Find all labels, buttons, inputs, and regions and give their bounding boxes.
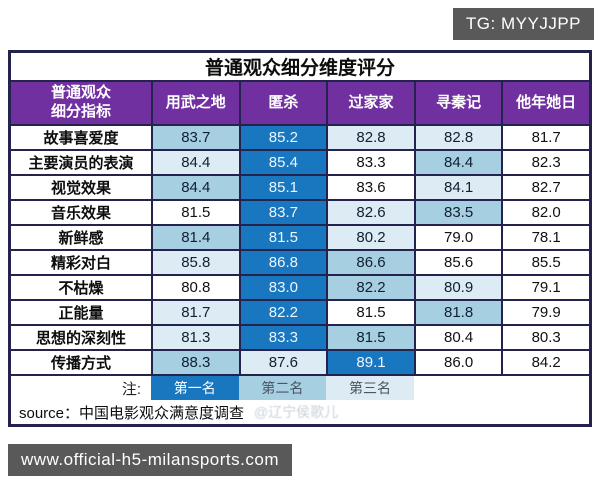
- score-cell: 84.2: [501, 351, 589, 374]
- watermark: @辽宁侯歌儿: [254, 404, 339, 420]
- score-cell: 83.7: [238, 201, 327, 224]
- legend-swatch-rank1: 第一名: [151, 376, 239, 400]
- score-cell: 83.3: [326, 151, 414, 174]
- score-cell: 79.1: [501, 276, 589, 299]
- table-body: 故事喜爱度 83.7 85.2 82.8 82.8 81.7 主要演员的表演 84.4 85.4…: [11, 124, 589, 374]
- score-cell: 82.2: [238, 301, 327, 324]
- score-cell: 82.7: [501, 176, 589, 199]
- table-row: 故事喜爱度 83.7 85.2 82.8 82.8 81.7: [11, 124, 589, 149]
- legend-note-label: 注:: [121, 380, 141, 398]
- score-cell: 83.5: [413, 201, 502, 224]
- source-row: source：中国电影观众满意度调查 @辽宁侯歌儿: [11, 400, 589, 424]
- table-row: 思想的深刻性 81.3 83.3 81.5 80.4 80.3: [11, 324, 589, 349]
- table-row: 音乐效果 81.5 83.7 82.6 83.5 82.0: [11, 199, 589, 224]
- score-cell: 82.8: [413, 126, 502, 149]
- score-cell: 78.1: [501, 226, 589, 249]
- legend-swatch-rank2: 第二名: [238, 376, 327, 400]
- table-row: 不枯燥 80.8 83.0 82.2 80.9 79.1: [11, 274, 589, 299]
- legend-swatch-rank3: 第三名: [326, 376, 414, 400]
- score-cell: 80.8: [151, 276, 239, 299]
- score-cell: 81.8: [413, 301, 502, 324]
- score-cell: 80.4: [413, 326, 502, 349]
- score-cell: 86.6: [326, 251, 414, 274]
- row-label: 故事喜爱度: [43, 130, 119, 147]
- indicator-header-line2: 细分指标: [50, 103, 111, 120]
- score-cell: 82.6: [326, 201, 414, 224]
- movie-header-cell: 用武之地: [151, 82, 239, 124]
- score-cell: 84.4: [151, 151, 239, 174]
- movie-header-cell: 他年她日: [501, 82, 589, 124]
- score-cell: 80.2: [326, 226, 414, 249]
- score-cell: 79.9: [501, 301, 589, 324]
- score-cell: 85.1: [238, 176, 327, 199]
- score-cell: 81.7: [501, 126, 589, 149]
- table-row: 视觉效果 84.4 85.1 83.6 84.1 82.7: [11, 174, 589, 199]
- score-cell: 85.8: [151, 251, 239, 274]
- score-cell: 82.2: [326, 276, 414, 299]
- score-cell: 83.0: [238, 276, 327, 299]
- score-cell: 83.3: [238, 326, 327, 349]
- row-label: 不枯燥: [58, 280, 104, 297]
- movie-header-cell: 匿杀: [238, 82, 327, 124]
- score-cell: 82.0: [501, 201, 589, 224]
- row-label: 音乐效果: [50, 205, 111, 222]
- row-label: 精彩对白: [50, 255, 111, 272]
- score-cell: 84.1: [413, 176, 502, 199]
- table-title: 普通观众细分维度评分: [204, 58, 395, 79]
- legend-spacer: [414, 376, 502, 400]
- table-row: 传播方式 88.3 87.6 89.1 86.0 84.2: [11, 349, 589, 374]
- table-row: 新鲜感 81.4 81.5 80.2 79.0 78.1: [11, 224, 589, 249]
- score-cell: 81.3: [151, 326, 239, 349]
- row-label: 正能量: [58, 305, 104, 322]
- legend-spacer: [501, 376, 589, 400]
- score-cell: 79.0: [413, 226, 502, 249]
- score-cell: 85.6: [413, 251, 502, 274]
- table-row: 主要演员的表演 84.4 85.4 83.3 84.4 82.3: [11, 149, 589, 174]
- score-cell: 80.3: [501, 326, 589, 349]
- score-cell: 84.4: [151, 176, 239, 199]
- table-row: 正能量 81.7 82.2 81.5 81.8 79.9: [11, 299, 589, 324]
- score-cell: 82.8: [326, 126, 414, 149]
- indicator-header-cell: 普通观众 细分指标: [11, 82, 151, 124]
- legend-row: 注: 第一名 第二名 第三名: [11, 374, 589, 400]
- website-badge: www.official-h5-milansports.com: [8, 444, 292, 476]
- score-cell: 88.3: [151, 351, 239, 374]
- rating-table: 普通观众细分维度评分 普通观众 细分指标 用武之地 匿杀 过家家 寻秦记 他年她日 故事…: [8, 50, 592, 427]
- score-cell: 86.8: [238, 251, 327, 274]
- score-cell: 85.2: [238, 126, 327, 149]
- row-label: 主要演员的表演: [28, 155, 134, 172]
- movie-header-cell: 过家家: [326, 82, 414, 124]
- header-row: 普通观众 细分指标 用武之地 匿杀 过家家 寻秦记 他年她日: [11, 80, 589, 124]
- score-cell: 80.9: [413, 276, 502, 299]
- row-label: 视觉效果: [50, 180, 111, 197]
- telegram-badge: TG: MYYJJPP: [452, 8, 594, 40]
- score-cell: 81.5: [151, 201, 239, 224]
- score-cell: 82.3: [501, 151, 589, 174]
- score-cell: 83.7: [151, 126, 239, 149]
- indicator-header-line1: 普通观众: [50, 84, 111, 102]
- source-text: source：中国电影观众满意度调查: [19, 404, 245, 422]
- score-cell: 87.6: [238, 351, 327, 374]
- table-row: 精彩对白 85.8 86.8 86.6 85.6 85.5: [11, 249, 589, 274]
- score-cell: 85.4: [238, 151, 327, 174]
- score-cell: 86.0: [413, 351, 502, 374]
- score-cell: 81.5: [326, 301, 414, 324]
- score-cell: 81.4: [151, 226, 239, 249]
- score-cell: 85.5: [501, 251, 589, 274]
- row-label: 思想的深刻性: [35, 330, 126, 347]
- row-label: 传播方式: [50, 355, 111, 372]
- score-cell: 81.7: [151, 301, 239, 324]
- row-label: 新鲜感: [58, 230, 104, 247]
- score-cell: 81.5: [238, 226, 327, 249]
- score-cell: 84.4: [413, 151, 502, 174]
- movie-header-cell: 寻秦记: [413, 82, 502, 124]
- score-cell: 81.5: [326, 326, 414, 349]
- score-cell: 89.1: [326, 351, 414, 374]
- score-cell: 83.6: [326, 176, 414, 199]
